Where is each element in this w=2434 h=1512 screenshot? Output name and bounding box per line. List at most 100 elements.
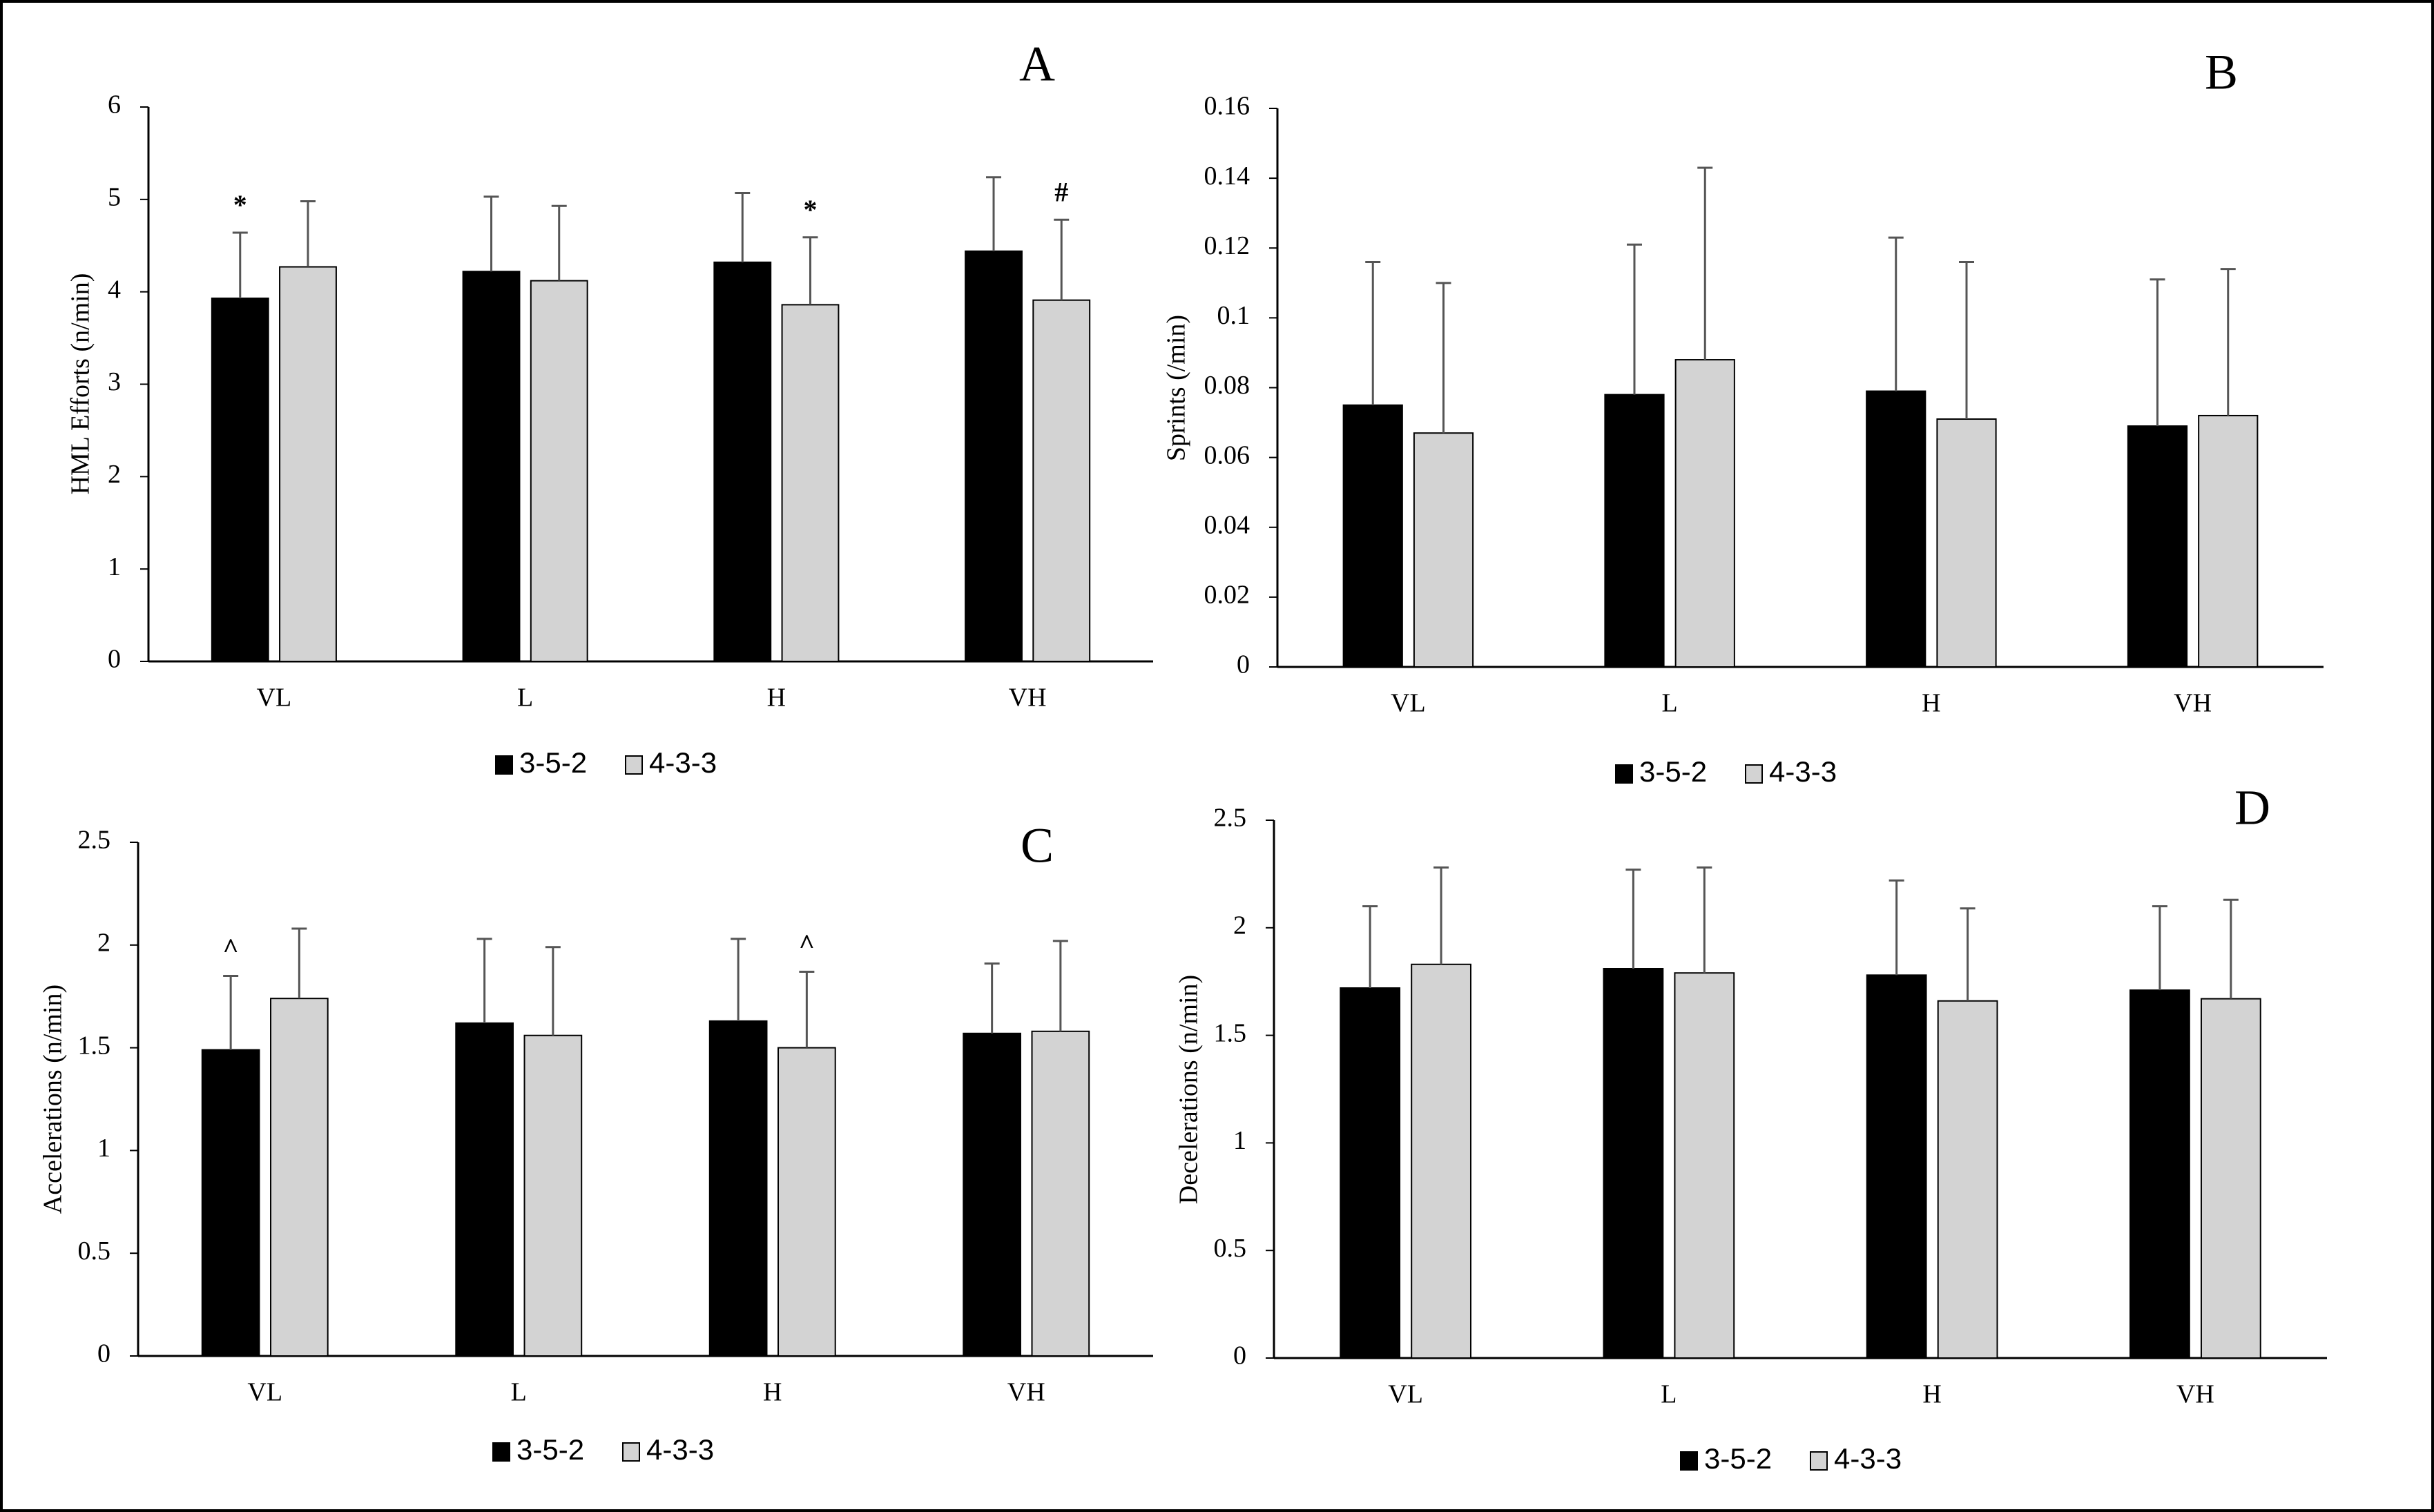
bar-3-5-2-L xyxy=(455,1022,514,1357)
x-category-label: VL xyxy=(247,1378,282,1407)
bar-4-3-3-L xyxy=(1674,972,1735,1359)
y-tick-label: 0 xyxy=(97,1339,110,1368)
y-tick-label: 0.14 xyxy=(1204,162,1250,191)
y-axis-title: Sprints (/min) xyxy=(1162,315,1191,461)
y-tick-label: 2 xyxy=(1233,911,1246,940)
bar-4-3-3-VH xyxy=(1032,299,1091,662)
y-tick-label: 1.5 xyxy=(78,1031,111,1060)
legend-swatch-3-5-2 xyxy=(495,755,513,775)
legend-swatch-3-5-2 xyxy=(1615,764,1633,784)
x-category-label: VH xyxy=(2176,1380,2214,1409)
legend: 3-5-2 4-3-3 xyxy=(492,1433,714,1466)
bar-3-5-2-VL xyxy=(1340,987,1401,1359)
bar-3-5-2-VL xyxy=(1342,404,1403,668)
significance-marker: # xyxy=(1054,176,1068,207)
x-category-label: VL xyxy=(1388,1380,1423,1409)
y-tick-label: 0.1 xyxy=(1217,301,1250,330)
bar-4-3-3-VL xyxy=(270,998,329,1357)
y-tick-label: 0.08 xyxy=(1204,371,1250,400)
bar-4-3-3-VL xyxy=(1411,963,1471,1359)
y-tick-label: 3 xyxy=(108,367,121,396)
legend-swatch-4-3-3 xyxy=(622,1442,640,1462)
legend-label-4-3-3: 4-3-3 xyxy=(1834,1442,1902,1475)
bar-4-3-3-L xyxy=(1674,359,1735,668)
legend-label-3-5-2: 3-5-2 xyxy=(1704,1442,1772,1475)
y-tick-label: 0 xyxy=(1237,650,1250,679)
legend-swatch-3-5-2 xyxy=(492,1442,510,1462)
significance-marker: ^ xyxy=(799,929,815,960)
y-axis-title: Decelerations (n/min) xyxy=(1175,975,1204,1204)
significance-marker: ^ xyxy=(223,933,239,964)
significance-marker: * xyxy=(803,194,817,225)
panel-letter: B xyxy=(2205,45,2238,100)
y-tick-label: 2.5 xyxy=(1214,804,1247,833)
x-category-label: VH xyxy=(1009,684,1047,713)
legend-label-4-3-3: 4-3-3 xyxy=(646,1433,714,1466)
bar-4-3-3-VL xyxy=(279,266,337,662)
x-category-label: L xyxy=(517,684,533,713)
y-tick-label: 0.04 xyxy=(1204,510,1250,539)
x-category-label: H xyxy=(763,1378,782,1407)
bar-4-3-3-H xyxy=(1936,418,1997,668)
legend-label-4-3-3: 4-3-3 xyxy=(649,746,717,779)
panel-letter: A xyxy=(1019,37,1055,92)
y-axis-title: Accelerations (n/min) xyxy=(39,985,68,1214)
y-tick-label: 0.02 xyxy=(1204,581,1250,610)
x-category-label: VH xyxy=(1007,1378,1045,1407)
bar-4-3-3-VL xyxy=(1413,432,1474,668)
y-tick-label: 0.06 xyxy=(1204,440,1250,469)
legend-swatch-4-3-3 xyxy=(1810,1451,1828,1471)
panel-letter: D xyxy=(2234,780,2270,835)
bar-3-5-2-H xyxy=(713,261,772,662)
legend: 3-5-2 4-3-3 xyxy=(495,746,717,779)
x-category-label: L xyxy=(511,1378,527,1407)
x-category-label: VL xyxy=(257,684,292,713)
bar-3-5-2-H xyxy=(1866,390,1926,668)
bar-4-3-3-H xyxy=(777,1047,836,1357)
chart-panel-a: A 0 1 2 3 4 5 6 HML Efforts (n/min) VL L H VH * * #3-5-… xyxy=(66,37,1153,779)
x-category-label: VL xyxy=(1391,689,1426,718)
y-tick-label: 1 xyxy=(97,1134,110,1163)
panel-letter: C xyxy=(1021,818,1054,873)
bar-3-5-2-L xyxy=(1603,968,1664,1359)
y-tick-label: 2 xyxy=(108,460,121,489)
significance-marker: * xyxy=(233,189,247,220)
bar-3-5-2-L xyxy=(1604,394,1665,668)
legend: 3-5-2 4-3-3 xyxy=(1680,1442,1902,1475)
y-tick-label: 0.5 xyxy=(78,1237,111,1266)
x-category-label: H xyxy=(1922,689,1940,718)
y-tick-label: 0.16 xyxy=(1204,92,1250,121)
y-tick-label: 0 xyxy=(1233,1341,1246,1370)
y-tick-label: 4 xyxy=(108,275,121,304)
bar-4-3-3-VH xyxy=(2198,414,2259,668)
legend-label-3-5-2: 3-5-2 xyxy=(1639,755,1707,788)
legend-label-3-5-2: 3-5-2 xyxy=(516,1433,584,1466)
x-category-label: H xyxy=(767,684,786,713)
y-tick-label: 1 xyxy=(1233,1126,1246,1155)
x-category-label: H xyxy=(1922,1380,1941,1409)
y-tick-label: 2 xyxy=(97,929,110,958)
bar-3-5-2-VL xyxy=(201,1049,260,1357)
legend-swatch-4-3-3 xyxy=(1745,764,1763,784)
bar-4-3-3-L xyxy=(530,280,588,662)
bar-4-3-3-L xyxy=(523,1034,583,1357)
chart-panel-c: C 0 0.5 1 1.5 2 2.5 Accelerations (n/min) VL L H VH… xyxy=(39,818,1153,1466)
bar-3-5-2-H xyxy=(708,1020,768,1357)
bar-4-3-3-VH xyxy=(2200,998,2261,1359)
legend-label-3-5-2: 3-5-2 xyxy=(519,746,587,779)
y-tick-label: 1.5 xyxy=(1214,1018,1247,1047)
y-tick-label: 2.5 xyxy=(78,826,111,855)
y-tick-label: 5 xyxy=(108,183,121,212)
y-tick-label: 6 xyxy=(108,90,121,119)
chart-panel-b: B 0 0.02 0.04 0.06 0.08 0.1 0.12 0.14 0.16 Sprints… xyxy=(1162,45,2324,788)
legend-label-4-3-3: 4-3-3 xyxy=(1769,755,1837,788)
legend: 3-5-2 4-3-3 xyxy=(1615,755,1837,788)
bar-3-5-2-H xyxy=(1866,974,1927,1359)
y-tick-label: 1 xyxy=(108,552,121,581)
x-category-label: VH xyxy=(2174,689,2212,718)
legend-swatch-4-3-3 xyxy=(625,755,643,775)
bar-4-3-3-H xyxy=(1937,1000,1998,1359)
bar-3-5-2-VH xyxy=(2127,425,2188,668)
